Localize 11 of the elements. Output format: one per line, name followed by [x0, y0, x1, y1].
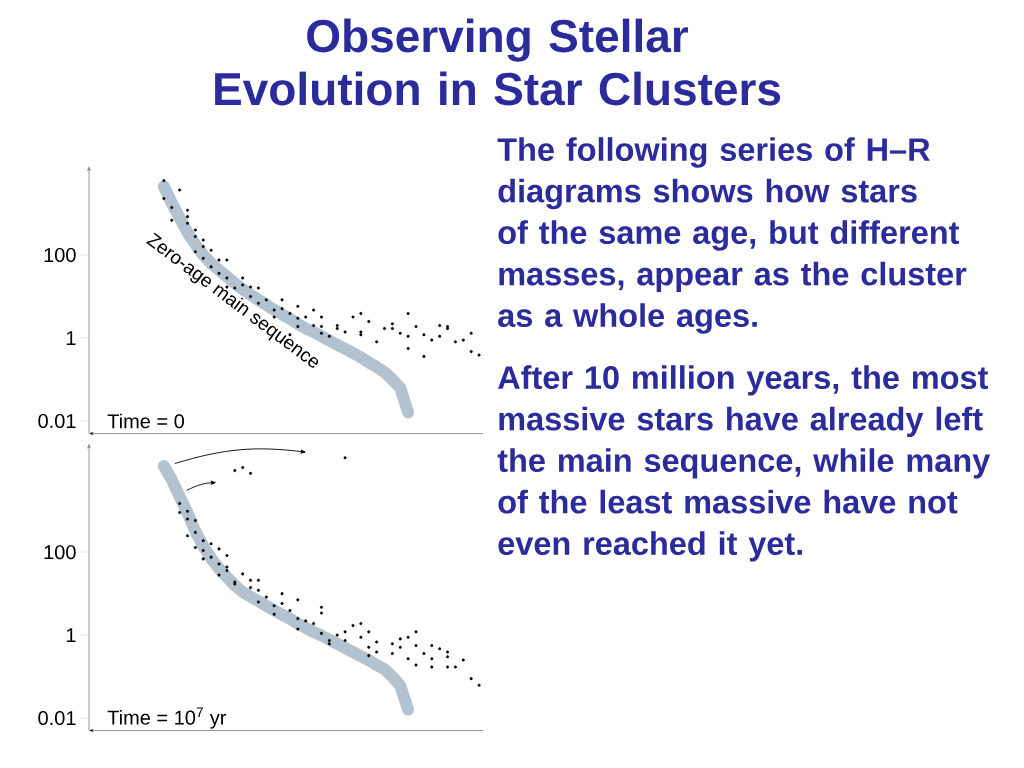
text: Time = 10$^{7}$ yr — [107, 707, 227, 729]
text: After 10 million years, the most massive stars have already left the main sequence, while many of the least massive have not even reached it yet. — [497, 365, 991, 562]
y-tick-label: 0.01 — [38, 413, 76, 429]
chart-title: Observing Stellar Evolution in Star Clusters — [215, 18, 781, 106]
y-tick-label: 100 — [44, 545, 76, 560]
text: Time = 0 — [107, 413, 185, 429]
y-tick-label: 1 — [66, 628, 76, 642]
y-tick-label: 0.01 — [38, 710, 76, 726]
y-tick-label: 1 — [66, 331, 76, 345]
y-tick-label: 100 — [44, 247, 76, 263]
text: The following series of H–R diagrams shows how stars of the same age, but different masses, appear as the cluster as a whole ages. — [497, 137, 967, 334]
